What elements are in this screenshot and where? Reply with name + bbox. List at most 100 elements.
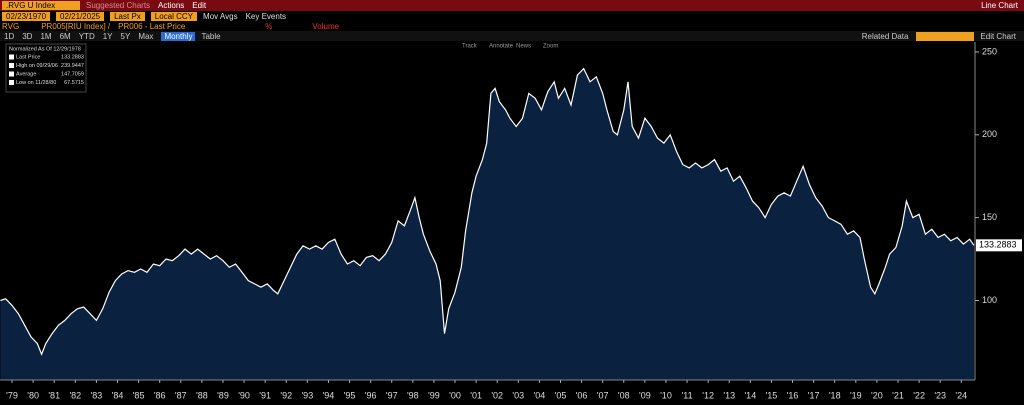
- study1: PR005[RIU Index] /: [41, 21, 111, 31]
- end-date[interactable]: 02/21/2025: [56, 12, 105, 21]
- y-tick-label: 100: [982, 295, 997, 305]
- x-tick-label: '17: [808, 390, 820, 400]
- x-tick-label: '83: [91, 390, 103, 400]
- key-events[interactable]: Key Events: [245, 12, 287, 21]
- legend-swatch: [9, 63, 14, 68]
- x-tick-label: '86: [154, 390, 166, 400]
- x-tick-label: '13: [723, 390, 735, 400]
- legend-bg: [5, 43, 87, 93]
- period[interactable]: 1Y: [102, 31, 113, 41]
- x-tick-label: '99: [428, 390, 440, 400]
- tool: News: [516, 44, 531, 50]
- security: RVG: [2, 21, 20, 31]
- x-tick-label: '98: [407, 390, 419, 400]
- period[interactable]: 6M: [59, 31, 71, 41]
- x-tick-label: '95: [344, 390, 356, 400]
- start-date[interactable]: 02/23/1970: [2, 12, 51, 21]
- settings-bar: 02/23/1970 02/21/2025 Last Px Local CCY …: [0, 11, 1024, 22]
- x-tick-label: '20: [871, 390, 883, 400]
- x-tick-label: '85: [133, 390, 145, 400]
- x-tick-label: '21: [892, 390, 904, 400]
- x-tick-label: '96: [365, 390, 377, 400]
- x-tick-label: '18: [829, 390, 841, 400]
- x-tick-label: '84: [112, 390, 124, 400]
- x-tick-label: '24: [955, 390, 967, 400]
- table[interactable]: Table: [201, 31, 221, 41]
- x-tick-label: '81: [48, 390, 60, 400]
- suggested[interactable]: Suggested Charts: [86, 1, 151, 10]
- x-tick-label: '06: [576, 390, 588, 400]
- edit[interactable]: Edit: [192, 1, 207, 10]
- x-tick-label: '22: [913, 390, 925, 400]
- x-tick-label: '94: [323, 390, 335, 400]
- frequency[interactable]: Monthly: [161, 31, 196, 41]
- x-tick-label: '11: [682, 390, 693, 400]
- x-tick-label: '91: [259, 390, 271, 400]
- legend-label: Average: [16, 71, 36, 77]
- currency[interactable]: Local CCY: [150, 12, 198, 21]
- x-tick-label: '15: [766, 390, 778, 400]
- legend-swatch: [9, 54, 14, 60]
- volume: Volume: [312, 21, 340, 31]
- title-bar: .RVG U Index Suggested Charts Actions Ed…: [0, 0, 1024, 11]
- period[interactable]: 1D: [4, 31, 15, 41]
- period[interactable]: 3D: [22, 31, 33, 41]
- legend-label: Last Price: [16, 54, 40, 60]
- x-tick-label: '93: [301, 390, 313, 400]
- x-tick-label: '97: [386, 390, 398, 400]
- periods: 1D 3D 1M 6M YTD 1Y 5Y Max: [4, 32, 161, 41]
- x-tick-label: '80: [27, 390, 39, 400]
- x-tick-label: '87: [175, 390, 187, 400]
- x-tick-label: '01: [470, 390, 482, 400]
- x-tick-label: '05: [555, 390, 567, 400]
- period[interactable]: 1M: [40, 31, 52, 41]
- period-bar: 1D 3D 1M 6M YTD 1Y 5Y Max Monthly Table Related…: [0, 31, 1024, 41]
- legend-title: Normalized As Of 12/29/1978: [9, 46, 81, 52]
- period[interactable]: Max: [138, 31, 154, 41]
- study-bar: RVG PR005[RIU Index] / PR006 - Last Pric…: [0, 21, 1024, 31]
- x-tick-label: '19: [850, 390, 862, 400]
- price-field[interactable]: Last Px: [110, 12, 145, 21]
- y-tick-label: 150: [982, 212, 997, 222]
- tool: Track: [462, 44, 478, 50]
- y-tick-label: 250: [982, 46, 997, 56]
- x-tick-label: '09: [639, 390, 651, 400]
- x-tick-label: '88: [196, 390, 208, 400]
- pct: %: [265, 21, 273, 31]
- legend-label: High on 09/29/06: [16, 63, 58, 69]
- x-tick-label: '90: [238, 390, 250, 400]
- x-tick-label: '14: [744, 390, 756, 400]
- legend-swatch: [9, 71, 14, 77]
- x-tick-label: '16: [787, 390, 799, 400]
- legend-label: Low on 11/28/80: [16, 80, 56, 86]
- x-tick-label: '79: [6, 390, 18, 400]
- x-tick-label: '23: [934, 390, 946, 400]
- tool: Zoom: [543, 44, 558, 50]
- ticker-box[interactable]: .RVG U Index: [2, 1, 80, 10]
- x-tick-label: '00: [449, 390, 461, 400]
- legend-value: 239.9447: [61, 63, 84, 69]
- legend-swatch: [9, 80, 14, 85]
- period[interactable]: 5Y: [120, 31, 131, 41]
- legend: Normalized As Of 12/29/1978 Last Price 133…: [5, 43, 87, 93]
- mov-avgs[interactable]: Mov Avgs: [203, 12, 238, 21]
- x-tick-label: '82: [69, 390, 81, 400]
- related-data[interactable]: Related Data: [861, 31, 909, 41]
- last-tag: 133.2883: [979, 240, 1017, 250]
- area-fill: [0, 68, 974, 380]
- x-tick-label: '04: [534, 390, 546, 400]
- actions[interactable]: Actions: [158, 1, 185, 10]
- x-tick-label: '12: [702, 390, 714, 400]
- x-tick-label: '89: [217, 390, 229, 400]
- chart-type: Line Chart: [981, 1, 1018, 10]
- edit-chart[interactable]: Edit Chart: [980, 31, 1016, 41]
- study2: PR006 - Last Price: [118, 21, 186, 31]
- legend-value: 147.7059: [61, 71, 84, 77]
- period[interactable]: YTD: [78, 31, 95, 41]
- legend-value: 67.5715: [64, 80, 84, 86]
- x-tick-label: '92: [280, 390, 292, 400]
- x-tick-label: '07: [597, 390, 609, 400]
- search[interactable]: [916, 31, 975, 41]
- chart: Track Annotate News Zoom 100 150 200 250 '79 '80 '…: [0, 42, 1022, 400]
